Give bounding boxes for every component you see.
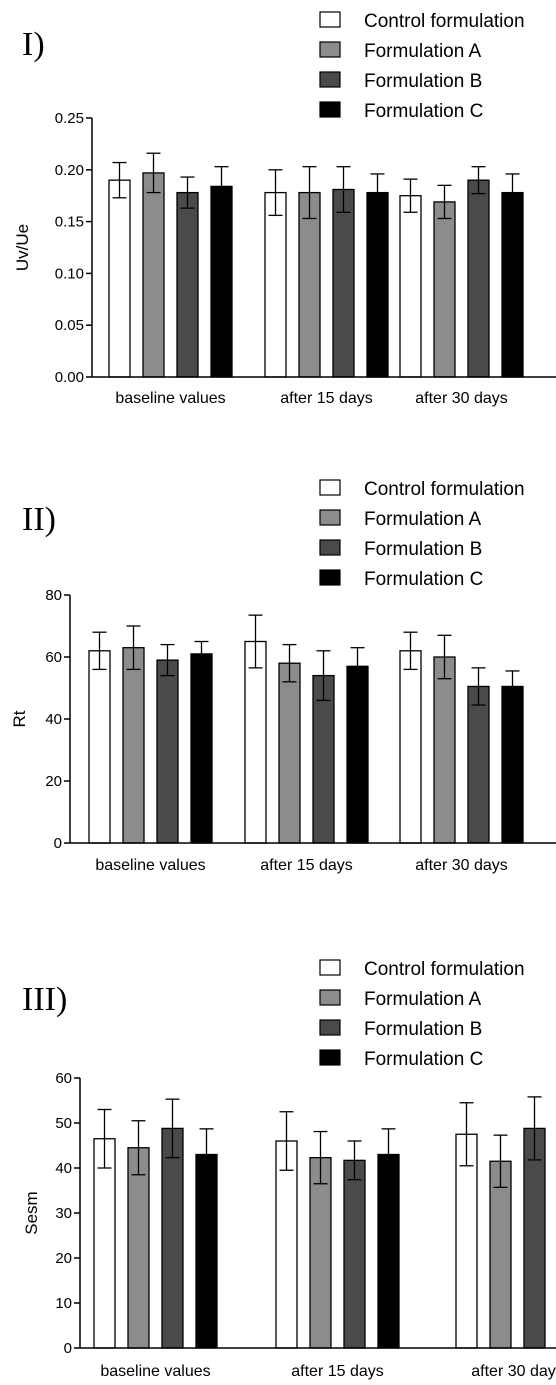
- bar: [142, 172, 165, 378]
- legend-swatch: [319, 11, 341, 28]
- legend-swatch: [319, 71, 341, 88]
- bar: [309, 1157, 332, 1349]
- bar: [399, 650, 422, 844]
- legend-swatch: [319, 569, 341, 586]
- chart-panel-1: I) Control formulation Formulation A Formul…: [13, 11, 556, 407]
- bar: [156, 659, 179, 844]
- legend-swatch: [319, 539, 341, 556]
- bar: [433, 201, 456, 378]
- bar: [127, 1147, 150, 1349]
- y-tick-label: 20: [45, 773, 62, 790]
- legend-swatch: [319, 101, 341, 118]
- bar: [501, 685, 524, 844]
- bar: [366, 191, 389, 378]
- y-tick-label: 0.25: [55, 110, 84, 127]
- bar: [264, 191, 287, 378]
- x-category-label: baseline values: [95, 857, 205, 874]
- y-tick-label: 80: [45, 587, 62, 604]
- bar: [93, 1138, 116, 1349]
- bar: [190, 653, 213, 844]
- legend-label: Formulation B: [364, 539, 482, 560]
- bar: [298, 191, 321, 378]
- y-tick-label: 60: [55, 1070, 72, 1087]
- legend-swatch: [319, 1019, 341, 1036]
- x-category-label: after 15 days: [280, 390, 373, 407]
- y-tick-label: 60: [45, 649, 62, 666]
- legend-label: Control formulation: [364, 959, 525, 980]
- x-category-label: baseline values: [115, 390, 225, 407]
- y-tick-label: 0.00: [55, 369, 84, 386]
- y-tick-label: 40: [45, 711, 62, 728]
- bar: [332, 188, 355, 378]
- bar: [489, 1160, 512, 1349]
- legend-swatch: [319, 509, 341, 526]
- legend-label: Formulation A: [364, 989, 482, 1010]
- panel-label: II): [22, 501, 56, 538]
- x-category-label: after 15 days: [291, 1363, 384, 1380]
- chart-panel-2: II) Control formulation Formulation A Formu…: [10, 479, 556, 874]
- legend-label: Formulation A: [364, 509, 482, 530]
- y-axis-title: Uv/Ue: [13, 224, 32, 271]
- bar: [122, 647, 145, 844]
- x-category-label: after 30 days: [471, 1363, 556, 1380]
- y-tick-label: 20: [55, 1250, 72, 1267]
- bar: [88, 650, 111, 844]
- legend-swatch: [319, 41, 341, 58]
- bar: [523, 1127, 546, 1349]
- bar: [195, 1153, 218, 1349]
- legend-swatch: [319, 1049, 341, 1066]
- y-axis-title: Sesm: [22, 1191, 41, 1234]
- y-tick-label: 0.05: [55, 317, 84, 334]
- bar: [433, 656, 456, 844]
- y-tick-label: 0: [54, 835, 62, 852]
- legend-label: Control formulation: [364, 11, 525, 32]
- panel-label: I): [22, 26, 45, 63]
- legend-label: Control formulation: [364, 479, 525, 500]
- x-category-label: after 30 days: [415, 857, 508, 874]
- bar: [161, 1127, 184, 1349]
- bar: [210, 185, 233, 378]
- legend-swatch: [319, 479, 341, 496]
- panel-label: III): [22, 981, 67, 1018]
- y-axis-title: Rt: [10, 710, 29, 727]
- legend-label: Formulation C: [364, 1049, 483, 1070]
- legend-label: Formulation A: [364, 41, 482, 62]
- y-tick-label: 0.15: [55, 214, 84, 231]
- y-tick-label: 0: [64, 1340, 72, 1357]
- y-tick-label: 30: [55, 1205, 72, 1222]
- bar: [244, 640, 267, 844]
- y-tick-label: 0.10: [55, 265, 84, 282]
- legend-label: Formulation C: [364, 101, 483, 122]
- bar: [275, 1140, 298, 1349]
- legend-swatch: [319, 959, 341, 976]
- bar: [278, 662, 301, 844]
- legend-label: Formulation B: [364, 71, 482, 92]
- bar: [399, 195, 422, 378]
- legend-label: Formulation B: [364, 1019, 482, 1040]
- bar: [377, 1153, 400, 1349]
- x-category-label: baseline values: [100, 1363, 210, 1380]
- bar: [108, 179, 131, 378]
- chart-panel-3: III) Control formulation Formulation A Form…: [22, 959, 556, 1380]
- y-tick-label: 40: [55, 1160, 72, 1177]
- bar: [346, 665, 369, 844]
- legend-label: Formulation C: [364, 569, 483, 590]
- bar: [501, 191, 524, 378]
- x-category-label: after 30 days: [415, 390, 508, 407]
- bar: [467, 685, 490, 844]
- bar: [176, 191, 199, 378]
- x-category-label: after 15 days: [260, 857, 353, 874]
- bar: [343, 1159, 366, 1349]
- legend-swatch: [319, 989, 341, 1006]
- y-tick-label: 10: [55, 1295, 72, 1312]
- y-tick-label: 0.20: [55, 162, 84, 179]
- y-tick-label: 50: [55, 1115, 72, 1132]
- bar: [467, 179, 490, 378]
